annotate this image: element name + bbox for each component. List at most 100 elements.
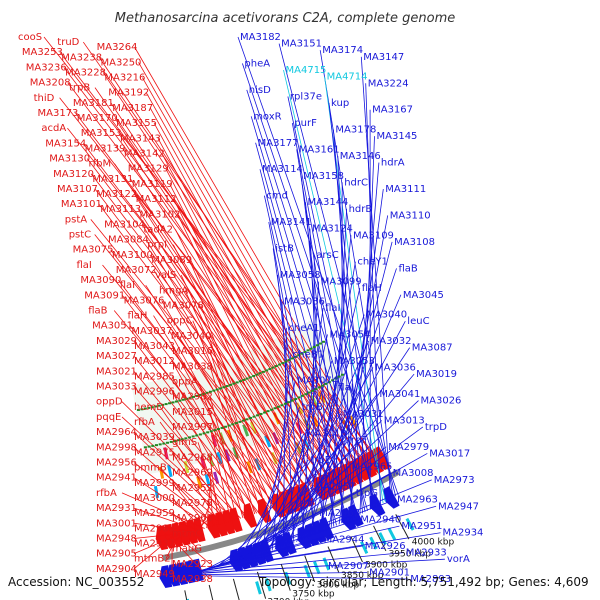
forward-gene-label: MA2964: [96, 427, 137, 438]
forward-gene-label: MA3129: [128, 164, 169, 175]
forward-gene-label: MA2985: [134, 371, 175, 382]
forward-gene-label: mtmB2: [134, 554, 171, 565]
reverse-gene-label: MA3010: [306, 429, 347, 440]
reverse-gene-label: MA3174: [322, 45, 363, 56]
forward-gene-label: MA3090: [80, 275, 121, 286]
forward-gene-label: MA3250: [101, 57, 142, 68]
dotted-track-mark: [217, 428, 220, 430]
reverse-gene-label: cmd: [266, 191, 288, 202]
forward-gene-label: MA3038: [172, 361, 213, 372]
reverse-gene-label: MA3054: [330, 329, 371, 340]
reverse-gene-label: trpD: [425, 422, 447, 433]
dotted-track-mark: [270, 409, 273, 411]
forward-gene-label: MA3033: [96, 382, 137, 393]
reverse-gene-label: moxR: [253, 111, 281, 122]
forward-gene-label: MA3027: [96, 351, 137, 362]
dotted-track-mark: [287, 401, 290, 403]
forward-gene-label: MA2999: [134, 478, 175, 489]
reverse-gene-label: MA3053: [334, 356, 375, 367]
forward-gene-label: MA3181: [73, 98, 114, 109]
forward-gene-label: MA3192: [108, 88, 149, 99]
forward-gene-label: MA3216: [104, 73, 145, 84]
forward-gene-label: MA2983: [134, 523, 175, 534]
forward-gene-label: MA2938: [172, 574, 213, 585]
forward-gene-label: oppD: [96, 397, 123, 408]
dotted-track-mark: [238, 421, 241, 423]
reverse-gene-label: flaJ: [338, 382, 353, 393]
reverse-gene-label: pheA: [244, 58, 270, 69]
reverse-gene-label: MA3058: [280, 270, 321, 281]
forward-gene-label: cooS: [18, 32, 42, 43]
forward-gene-label: MA3084: [108, 235, 149, 246]
reverse-gene-label: MA3109: [353, 230, 394, 241]
dotted-track-mark: [319, 343, 322, 345]
reverse-gene-label: rpl37e: [290, 91, 322, 102]
forward-gene-label: MA3238: [61, 52, 102, 63]
forward-gene-label: MA3228: [65, 67, 106, 78]
forward-gene-label: rfbA: [134, 417, 155, 428]
kbp-tick-mark: [185, 590, 191, 600]
forward-gene-label: MA2905: [96, 549, 137, 560]
dotted-track-mark: [281, 362, 284, 364]
outer-feature-mark: [314, 562, 319, 574]
reverse-gene-label: flaH: [362, 283, 382, 294]
reverse-gene-label: MA3124: [312, 224, 353, 235]
dotted-track-mark: [267, 410, 270, 412]
forward-gene-label: MA3153: [81, 128, 122, 139]
reverse-gene-label: MA2926: [365, 541, 406, 552]
forward-gene-label: MA2959: [134, 508, 175, 519]
forward-gene-label: MA3208: [30, 78, 71, 89]
reverse-gene-label: MA3099: [321, 277, 362, 288]
reverse-gene-label: trpG: [356, 488, 378, 499]
reverse-gene-label: MA3151: [281, 39, 322, 50]
reverse-gene-label: trpB: [302, 402, 323, 413]
dotted-track-mark: [224, 426, 227, 428]
dotted-track-mark: [308, 391, 311, 393]
dotted-track-mark: [284, 403, 287, 405]
reverse-gene-label: MA3158: [303, 171, 344, 182]
forward-gene-label: MA2963: [172, 513, 213, 524]
dotted-track-mark: [263, 412, 266, 414]
forward-gene-label: MA2904: [96, 564, 137, 575]
dotted-track-mark: [195, 434, 198, 436]
dotted-track-mark: [311, 390, 314, 392]
reverse-gene-label: cheB1: [293, 349, 324, 360]
dotted-track-mark: [239, 380, 242, 382]
forward-gene-label: pmmB: [134, 463, 167, 474]
dotted-track-mark: [288, 359, 291, 361]
dotted-track-mark: [213, 429, 216, 431]
reverse-gene-label: hdrA: [381, 158, 405, 169]
forward-gene-label: MA3102: [140, 209, 181, 220]
dotted-track-mark: [280, 404, 283, 406]
reverse-gene-label: purF: [294, 118, 317, 129]
reverse-gene-label: MA3147: [363, 52, 404, 63]
forward-gene-label: flaB: [88, 306, 107, 317]
forward-gene-label: MA3142: [124, 149, 165, 160]
reverse-gene-label: istB: [275, 244, 294, 255]
dotted-track-mark: [249, 417, 252, 419]
forward-gene-label: MA2969: [172, 468, 213, 479]
dotted-track-mark: [222, 386, 225, 388]
forward-gene-label: MA2996: [134, 387, 175, 398]
dotted-track-mark: [232, 383, 235, 385]
reverse-gene-label: MA2940: [360, 515, 401, 526]
forward-gene-label: MA3000: [134, 493, 175, 504]
dotted-track-mark: [221, 427, 224, 429]
reverse-gene-label: flaI: [325, 303, 340, 314]
reverse-gene-label: MA3074: [297, 376, 338, 387]
forward-gene-label: MA2937: [134, 539, 175, 550]
dotted-track-mark: [219, 387, 222, 389]
forward-gene-label: mauG: [172, 544, 202, 555]
forward-gene-label: MA2923: [172, 559, 213, 570]
forward-gene-label: MA3101: [61, 199, 102, 210]
dotted-track-mark: [265, 369, 268, 371]
dotted-track-mark: [255, 374, 258, 376]
forward-gene-label: MA3072: [116, 265, 157, 276]
dotted-track-mark: [242, 420, 245, 422]
dotted-track-mark: [168, 402, 171, 404]
dotted-track-mark: [159, 443, 162, 445]
reverse-gene-label: hisD: [249, 85, 271, 96]
dotted-track-mark: [236, 381, 239, 383]
reverse-gene-label: MA2907: [328, 561, 369, 572]
forward-gene-label: MA3037: [131, 326, 172, 337]
